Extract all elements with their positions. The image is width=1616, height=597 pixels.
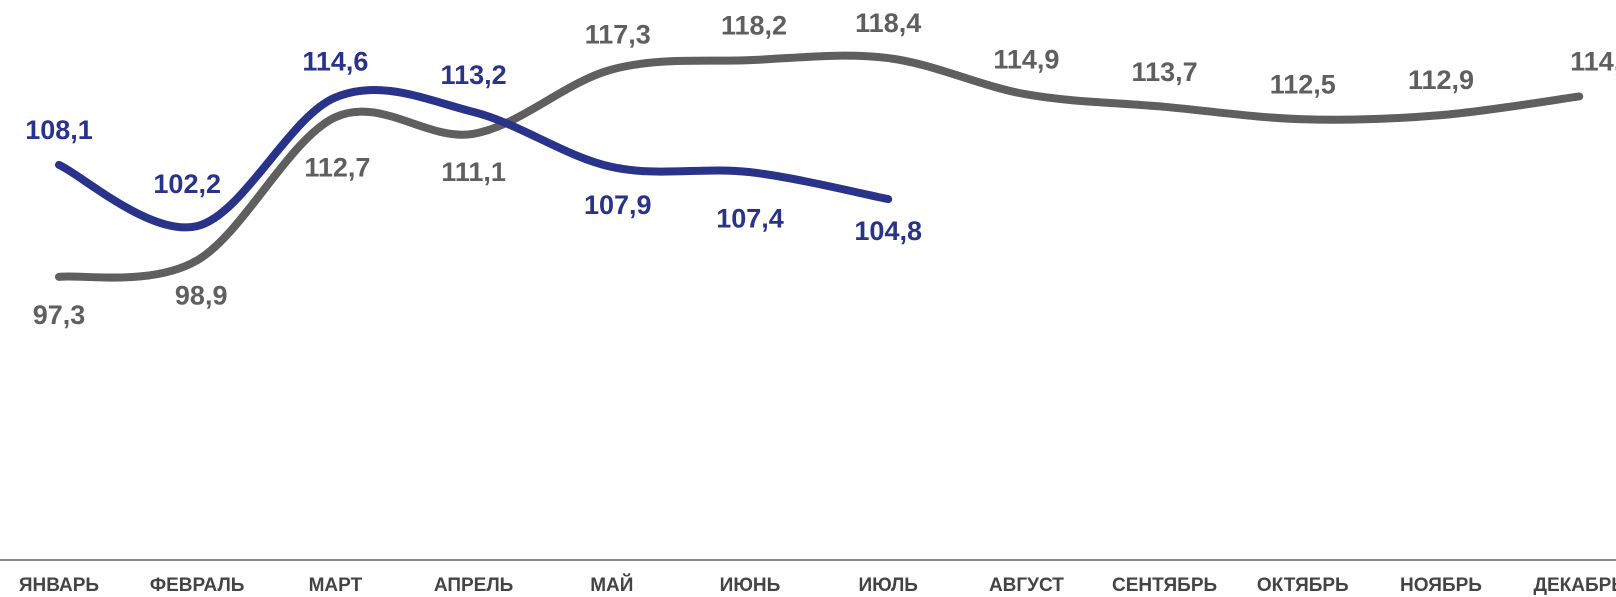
x-tick-label: ФЕВРАЛЬ <box>150 575 245 596</box>
data-label: 112,9 <box>1408 65 1474 95</box>
data-label: 114,9 <box>993 44 1059 74</box>
x-tick-label: МАРТ <box>309 575 363 596</box>
data-label: 112,7 <box>304 152 370 182</box>
data-label: 114,7 <box>1570 47 1616 77</box>
data-label: 114,6 <box>302 47 368 77</box>
x-tick-label: ИЮНЬ <box>720 575 781 596</box>
x-tick-label: ДЕКАБРЬ <box>1533 575 1616 596</box>
data-label: 97,3 <box>33 300 86 330</box>
data-label: 98,9 <box>175 280 228 310</box>
data-label: 118,4 <box>855 8 921 38</box>
data-label: 104,8 <box>854 216 922 246</box>
x-tick-label: НОЯБРЬ <box>1400 575 1482 596</box>
data-label: 117,3 <box>585 20 651 50</box>
x-tick-label: МАЙ <box>590 574 633 596</box>
data-label: 108,1 <box>25 115 93 145</box>
data-label: 107,9 <box>584 190 652 220</box>
x-tick-label: АВГУСТ <box>989 575 1064 596</box>
data-label: 113,7 <box>1132 57 1198 87</box>
data-label: 102,2 <box>153 169 221 199</box>
data-label: 111,1 <box>441 157 506 187</box>
data-label: 113,2 <box>441 60 507 90</box>
line <box>55 51 1584 282</box>
x-tick-label: СЕНТЯБРЬ <box>1112 575 1217 596</box>
data-label: 112,5 <box>1270 69 1336 99</box>
line <box>55 86 893 232</box>
x-tick-label: ИЮЛЬ <box>858 575 918 596</box>
x-tick-label: ЯНВАРЬ <box>19 575 99 596</box>
x-tick-label: ОКТЯБРЬ <box>1257 575 1349 596</box>
x-tick-label: АПРЕЛЬ <box>434 575 513 596</box>
data-label: 107,4 <box>716 203 784 233</box>
data-label: 118,2 <box>721 10 787 40</box>
